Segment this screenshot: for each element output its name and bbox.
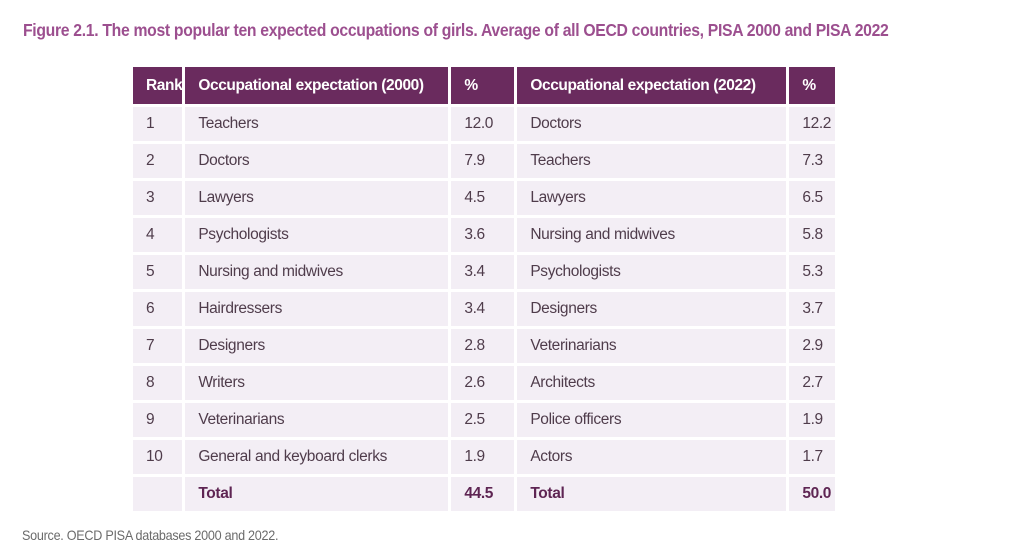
table-row: 3 Lawyers 4.5 Lawyers 6.5 <box>133 181 836 215</box>
total-label-2022: Total <box>517 477 787 511</box>
occupation-2022-cell: Designers <box>517 292 787 326</box>
occupation-2022-cell: Doctors <box>517 107 787 141</box>
table-row: 6 Hairdressers 3.4 Designers 3.7 <box>133 292 836 326</box>
occupation-2022-cell: Psychologists <box>517 255 787 289</box>
percent-2022-cell: 2.7 <box>789 366 836 400</box>
rank-cell: 8 <box>133 366 183 400</box>
rank-cell: 7 <box>133 329 183 363</box>
occupation-2022-cell: Police officers <box>517 403 787 437</box>
percent-2022-cell: 5.8 <box>789 218 836 252</box>
table-row: 4 Psychologists 3.6 Nursing and midwives… <box>133 218 836 252</box>
percent-2022-cell: 3.7 <box>789 292 836 326</box>
percent-2000-cell: 3.4 <box>451 255 515 289</box>
percent-2022-cell: 7.3 <box>789 144 836 178</box>
rank-cell: 3 <box>133 181 183 215</box>
occupation-2022-cell: Teachers <box>517 144 787 178</box>
percent-2000-cell: 2.6 <box>451 366 515 400</box>
header-percent-2000: % <box>451 67 515 104</box>
table-row: 5 Nursing and midwives 3.4 Psychologists… <box>133 255 836 289</box>
header-row: Rank Occupational expectation (2000) % O… <box>133 67 836 104</box>
rank-cell: 6 <box>133 292 183 326</box>
occupation-2000-cell: Lawyers <box>185 181 449 215</box>
table-row: 2 Doctors 7.9 Teachers 7.3 <box>133 144 836 178</box>
percent-2000-cell: 7.9 <box>451 144 515 178</box>
occupations-table: Rank Occupational expectation (2000) % O… <box>130 64 838 514</box>
occupation-2000-cell: Psychologists <box>185 218 449 252</box>
percent-2000-cell: 12.0 <box>451 107 515 141</box>
occupation-2000-cell: General and keyboard clerks <box>185 440 449 474</box>
header-percent-2022: % <box>789 67 836 104</box>
figure-title: Figure 2.1. The most popular ten expecte… <box>23 20 889 40</box>
rank-cell: 4 <box>133 218 183 252</box>
occupation-2000-cell: Designers <box>185 329 449 363</box>
occupation-2000-cell: Writers <box>185 366 449 400</box>
table-row: 1 Teachers 12.0 Doctors 12.2 <box>133 107 836 141</box>
header-occupation-2022: Occupational expectation (2022) <box>517 67 787 104</box>
percent-2022-cell: 6.5 <box>789 181 836 215</box>
occupation-2022-cell: Actors <box>517 440 787 474</box>
percent-2022-cell: 5.3 <box>789 255 836 289</box>
total-row: Total 44.5 Total 50.0 <box>133 477 836 511</box>
occupation-2000-cell: Veterinarians <box>185 403 449 437</box>
percent-2000-cell: 1.9 <box>451 440 515 474</box>
table-row: 8 Writers 2.6 Architects 2.7 <box>133 366 836 400</box>
percent-2022-cell: 12.2 <box>789 107 836 141</box>
occupation-2000-cell: Teachers <box>185 107 449 141</box>
percent-2000-cell: 3.4 <box>451 292 515 326</box>
source-note: Source. OECD PISA databases 2000 and 202… <box>22 527 279 543</box>
table-row: 7 Designers 2.8 Veterinarians 2.9 <box>133 329 836 363</box>
occupation-2000-cell: Doctors <box>185 144 449 178</box>
percent-2000-cell: 4.5 <box>451 181 515 215</box>
total-value-2022: 50.0 <box>789 477 836 511</box>
percent-2022-cell: 1.9 <box>789 403 836 437</box>
total-rank-cell <box>133 477 183 511</box>
occupation-2000-cell: Nursing and midwives <box>185 255 449 289</box>
percent-2000-cell: 3.6 <box>451 218 515 252</box>
occupation-2022-cell: Lawyers <box>517 181 787 215</box>
total-label-2000: Total <box>185 477 449 511</box>
rank-cell: 10 <box>133 440 183 474</box>
percent-2000-cell: 2.8 <box>451 329 515 363</box>
occupation-2022-cell: Architects <box>517 366 787 400</box>
header-rank: Rank <box>133 67 183 104</box>
rank-cell: 2 <box>133 144 183 178</box>
percent-2022-cell: 2.9 <box>789 329 836 363</box>
rank-cell: 9 <box>133 403 183 437</box>
percent-2000-cell: 2.5 <box>451 403 515 437</box>
occupation-2022-cell: Nursing and midwives <box>517 218 787 252</box>
header-occupation-2000: Occupational expectation (2000) <box>185 67 449 104</box>
occupation-2000-cell: Hairdressers <box>185 292 449 326</box>
table-row: 9 Veterinarians 2.5 Police officers 1.9 <box>133 403 836 437</box>
rank-cell: 5 <box>133 255 183 289</box>
percent-2022-cell: 1.7 <box>789 440 836 474</box>
occupation-2022-cell: Veterinarians <box>517 329 787 363</box>
total-value-2000: 44.5 <box>451 477 515 511</box>
table-row: 10 General and keyboard clerks 1.9 Actor… <box>133 440 836 474</box>
rank-cell: 1 <box>133 107 183 141</box>
